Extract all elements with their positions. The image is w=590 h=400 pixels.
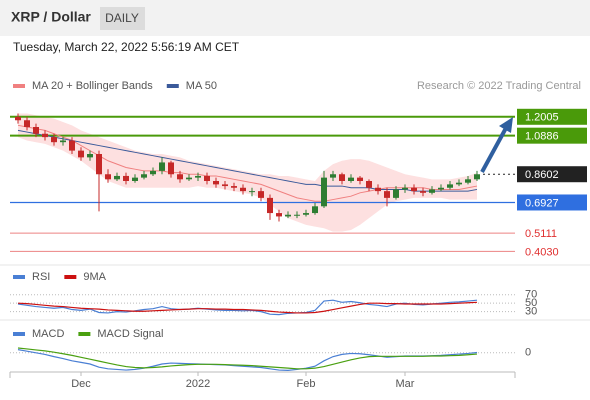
indicator-line [17,347,478,370]
legend-label: RSI [32,271,50,283]
ma-line [17,124,478,202]
candle-body [87,154,93,158]
candle-body [132,177,138,181]
indicator-line [17,301,478,314]
candle-body [24,120,30,127]
candle-body [114,175,120,180]
candle-body [357,177,363,181]
candle-body [249,191,255,193]
legend-swatch [78,332,91,336]
candle-body [447,184,453,188]
candle-body [60,140,66,143]
bollinger-band [18,113,477,232]
candle-body [78,150,84,158]
legend-label: 9MA [83,271,106,283]
legend-label: MA 50 [186,80,217,92]
level-label: 0.6927 [525,197,559,209]
x-tick-label: 2022 [186,378,210,390]
candle-body [402,187,408,190]
level-label-box [517,166,587,183]
legend-swatch [13,275,25,279]
x-tick-label: Mar [396,378,415,390]
header-bar [0,0,590,36]
legend-label: MACD Signal [97,328,163,340]
level-label: 0.8602 [525,169,559,181]
indicator-line [17,299,478,316]
candle-body [474,174,480,180]
level-label: 0.4030 [525,246,559,258]
candle-body [465,179,471,183]
candle-body [258,191,264,198]
forecast-arrow [480,127,508,173]
x-tick-label: Feb [297,378,316,390]
candle-body [348,177,354,181]
candle-body [321,177,327,207]
candle-body [150,170,156,175]
candle-body [159,162,165,171]
source: Research © 2022 Trading Central [417,80,581,92]
forecast-arrow-head [499,117,513,133]
candle-body [384,191,390,198]
timeframe: DAILY [105,11,139,25]
legend-swatch [13,84,25,88]
candle-body [375,187,381,192]
level-label: 1.0886 [525,131,559,143]
legend-swatch [166,84,179,88]
timestamp: Tuesday, March 22, 2022 5:56:19 AM CET [13,40,240,54]
candle-body [168,162,174,175]
candle-body [33,127,39,134]
y-tick-label: 0 [525,347,531,359]
candle-body [294,214,300,216]
candle-body [231,186,237,188]
legend-label: MA 20 + Bollinger Bands [32,80,153,92]
candle-body [240,187,246,192]
candle-body [15,116,21,121]
candle-body [456,182,462,185]
candle-body [105,174,111,180]
level-label-box [517,108,587,125]
candle-body [96,154,102,175]
legend-label: MACD [32,328,64,340]
candle-body [141,174,147,178]
candle-body [429,189,435,193]
candle-body [411,187,417,192]
level-label-box [517,127,587,144]
y-tick-label: 70 [525,289,537,301]
candle-body [267,197,273,214]
candle-body [312,206,318,214]
candle-body [285,214,291,217]
candle-body [69,140,75,151]
candle-body [438,187,444,190]
candle-body [213,181,219,185]
level-label: 1.2005 [525,112,559,124]
candle-body [393,189,399,198]
candle-body [420,191,426,193]
ma-line [17,129,478,192]
candle-body [195,175,201,178]
candle-body [366,181,372,188]
instrument-title: XRP / Dollar [11,9,91,25]
legend-swatch [13,332,25,336]
candle-body [303,213,309,215]
level-label-box [517,194,587,211]
candle-body [42,133,48,138]
candle-body [330,174,336,178]
level-label: 0.5111 [525,228,557,240]
candle-body [51,137,57,143]
candle-body [204,175,210,181]
legend-swatch [64,275,77,279]
candle-body [177,174,183,180]
x-tick-label: Dec [71,378,91,390]
candle-body [339,174,345,181]
candle-body [123,175,129,181]
candle-body [276,213,282,217]
y-tick-label: 50 [525,297,537,309]
timeframe-badge [100,7,145,30]
y-tick-label: 30 [525,306,537,318]
candle-body [222,184,228,187]
candle-body [186,177,192,180]
